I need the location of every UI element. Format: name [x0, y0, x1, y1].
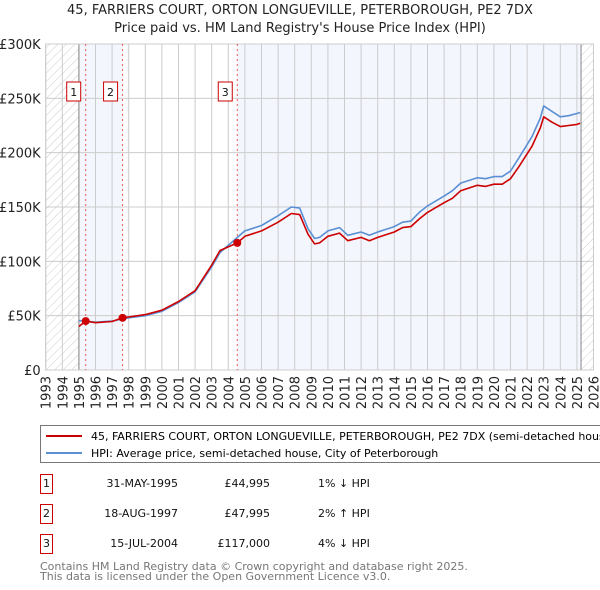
hatched-region-after	[581, 44, 594, 370]
x-tick-label: 2020	[488, 376, 503, 409]
sale-point	[81, 317, 90, 326]
footer-licence: This data is licensed under the Open Gov…	[40, 570, 391, 583]
x-tick-label: 2002	[189, 376, 204, 409]
y-tick-label: £0	[24, 364, 41, 379]
x-tick-label: 2012	[355, 376, 370, 409]
sale-point	[233, 238, 242, 247]
x-tick-label: 1996	[90, 376, 105, 409]
transaction-marker: 2	[40, 504, 53, 524]
transaction-price: £117,000	[217, 537, 271, 550]
x-tick-label: 2019	[471, 376, 486, 409]
x-tick-label: 2015	[405, 376, 420, 409]
x-tick-label: 2024	[554, 376, 569, 409]
x-tick-label: 1998	[123, 376, 138, 409]
y-tick-label: £150K	[0, 201, 41, 216]
x-tick-label: 1995	[73, 376, 88, 409]
y-tick-label: £100K	[0, 255, 41, 270]
sale-label: 1	[70, 86, 77, 99]
sale-label: 3	[222, 86, 229, 99]
sale-label-box	[217, 81, 233, 102]
sale-label: 2	[107, 86, 114, 99]
transaction-marker: 3	[40, 534, 53, 554]
x-tick-label: 2005	[239, 376, 254, 409]
x-tick-label: 2022	[521, 376, 536, 409]
footer-copyright: Contains HM Land Registry data © Crown c…	[40, 560, 468, 573]
x-tick-label: 2007	[272, 376, 287, 409]
y-tick-label: £300K	[0, 38, 41, 53]
x-tick-label: 2016	[422, 376, 437, 409]
transaction-hpi: 4% ↓ HPI	[318, 537, 370, 550]
plot-border	[45, 43, 594, 371]
x-tick-label: 2008	[289, 376, 304, 409]
x-tick-label: 2013	[372, 376, 387, 409]
sale-label-box	[103, 81, 119, 102]
x-tick-label: 2009	[305, 376, 320, 409]
transaction-price: £44,995	[224, 477, 271, 490]
legend-swatch-blue	[46, 452, 82, 454]
legend-label: HPI: Average price, semi-detached house,…	[91, 446, 439, 460]
hpi-line	[78, 105, 581, 323]
y-tick-label: £250K	[0, 92, 41, 107]
chart-subtitle: Price paid vs. HM Land Registry's House …	[114, 21, 486, 36]
x-tick-label: 2003	[206, 376, 221, 409]
chart-title: 45, FARRIERS COURT, ORTON LONGUEVILLE, P…	[67, 3, 533, 18]
x-tick-label: 2023	[538, 376, 553, 409]
y-tick-label: £50K	[7, 310, 41, 325]
transaction-price: £47,995	[224, 507, 271, 520]
x-tick-label: 1997	[106, 376, 121, 409]
x-tick-label: 2017	[438, 376, 453, 409]
x-tick-label: 2018	[455, 376, 470, 409]
legend-item-hpi: HPI: Average price, semi-detached house,…	[41, 445, 438, 461]
x-tick-label: 2004	[222, 376, 237, 409]
transaction-marker: 1	[40, 474, 53, 494]
x-tick-label: 2026	[588, 376, 600, 409]
x-tick-label: 2010	[322, 376, 337, 409]
legend-item-property: 45, FARRIERS COURT, ORTON LONGUEVILLE, P…	[41, 428, 600, 444]
x-tick-label: 2021	[505, 376, 520, 409]
x-tick-label: 2014	[388, 376, 403, 409]
x-tick-label: 1999	[139, 376, 154, 409]
sale-label-box	[66, 81, 82, 102]
x-tick-label: 1994	[56, 376, 71, 409]
transaction-date: 15-JUL-2004	[110, 537, 178, 550]
sale-point	[118, 313, 127, 322]
x-tick-label: 1993	[40, 376, 55, 409]
transaction-date: 18-AUG-1997	[104, 507, 178, 520]
transaction-hpi: 2% ↑ HPI	[318, 507, 370, 520]
x-tick-label: 2001	[173, 376, 188, 409]
x-tick-label: 2006	[256, 376, 271, 409]
x-tick-label: 2025	[571, 376, 586, 409]
y-tick-label: £200K	[0, 147, 41, 162]
transaction-hpi: 1% ↓ HPI	[318, 477, 370, 490]
legend: 45, FARRIERS COURT, ORTON LONGUEVILLE, P…	[40, 425, 600, 463]
transaction-date: 31-MAY-1995	[106, 477, 178, 490]
legend-label: 45, FARRIERS COURT, ORTON LONGUEVILLE, P…	[91, 429, 600, 443]
legend-swatch-red	[46, 435, 82, 437]
x-tick-label: 2000	[156, 376, 171, 409]
property-price-line	[78, 116, 581, 328]
x-tick-label: 2011	[339, 376, 354, 409]
